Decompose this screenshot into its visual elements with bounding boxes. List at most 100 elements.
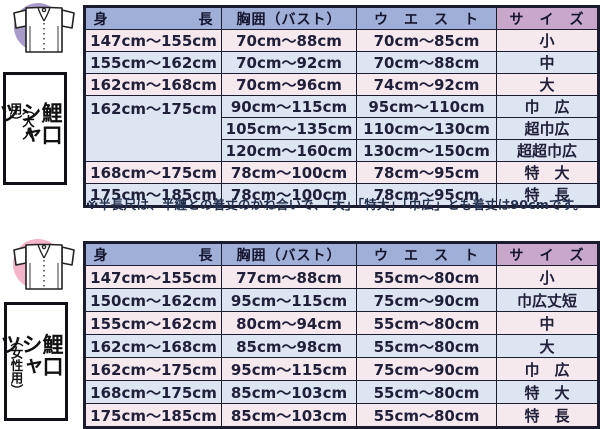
adult-subtitle: （大人用） — [7, 101, 36, 140]
footnote: ※半長尺は、半纏との着丈のかね合いで、「大」「特大」「巾広」とも着丈は90cmで… — [86, 197, 586, 212]
shirt-collar-right — [43, 244, 51, 259]
waist-header: ウ エ ス ト — [356, 242, 497, 266]
waist-cell: 130cm～150cm — [356, 139, 497, 162]
waist-cell: 70cm～88cm — [356, 51, 497, 74]
women-subtitle: （女性用） — [8, 333, 24, 396]
bust-cell: 70cm～92cm — [221, 51, 357, 74]
size-cell: 大 — [496, 73, 599, 96]
shirt-collar-right — [43, 7, 51, 22]
waist-cell: 55cm～80cm — [356, 265, 497, 289]
bust-cell: 85cm～103cm — [221, 380, 357, 404]
shirt-side-seams — [29, 26, 59, 52]
women-size-table: 身 長 胸囲（バスト） ウ エ ス ト サ イ ズ 147cm～155cm 77… — [83, 241, 600, 429]
waist-cell: 75cm～90cm — [356, 357, 497, 381]
table-row: 120cm～160cm 130cm～150cm 超超巾広 — [85, 139, 599, 162]
size-cell: 超巾広 — [496, 117, 599, 140]
size-cell: 巾広丈短 — [496, 288, 599, 312]
height-cell: 168cm～175cm — [84, 380, 222, 404]
waist-cell: 55cm～80cm — [356, 311, 497, 335]
bust-cell: 90cm～115cm — [221, 95, 357, 118]
height-cell: 175cm～185cm — [84, 403, 222, 428]
height-cell: 168cm～175cm — [84, 161, 222, 184]
table-row: 168cm～175cm 85cm～103cm 55cm～80cm 特 大 — [84, 380, 599, 404]
height-cell-merged: 162cm～175cm — [84, 95, 222, 162]
bust-cell: 95cm～115cm — [221, 288, 357, 312]
waist-cell: 70cm～85cm — [356, 29, 497, 52]
height-header: 身 長 — [84, 6, 222, 30]
size-cell: 巾 広 — [496, 357, 599, 381]
waist-cell: 74cm～92cm — [356, 73, 497, 96]
bust-cell: 78cm～100cm — [221, 161, 357, 184]
waist-cell: 55cm～80cm — [356, 380, 497, 404]
size-cell: 巾 広 — [496, 95, 599, 118]
table-row: 147cm～155cm 70cm～88cm 70cm～85cm 小 — [84, 29, 599, 52]
shirt-collar-left — [37, 244, 45, 259]
shirt-loop-button — [41, 244, 47, 250]
size-cell: 超超巾広 — [496, 139, 599, 162]
size-header: サ イ ズ — [496, 6, 599, 30]
shirt-side-seams — [29, 263, 59, 289]
height-header: 身 長 — [84, 242, 222, 266]
women-header-row: 身 長 胸囲（バスト） ウ エ ス ト サ イ ズ — [84, 242, 599, 266]
adult-title: 鯉口シャツ — [0, 101, 63, 146]
shirt-left-sleeve — [13, 246, 27, 266]
size-cell: 小 — [496, 265, 599, 289]
height-cell: 155cm～162cm — [84, 51, 222, 74]
height-cell: 162cm～168cm — [84, 334, 222, 358]
size-cell: 特 大 — [496, 161, 599, 184]
table-row: 162cm～168cm 70cm～96cm 74cm～92cm 大 — [84, 73, 599, 96]
table-row: 147cm～155cm 77cm～88cm 55cm～80cm 小 — [84, 265, 599, 289]
bust-cell: 120cm～160cm — [221, 139, 357, 162]
table-row: 175cm～185cm 78cm～100cm 78cm～95cm 特 長 — [84, 183, 599, 207]
table-row: 168cm～175cm 78cm～100cm 78cm～95cm 特 大 — [84, 161, 599, 184]
shirt-right-sleeve — [61, 9, 75, 29]
bust-header: 胸囲（バスト） — [221, 6, 357, 30]
height-cell: 150cm～162cm — [84, 288, 222, 312]
waist-cell: 75cm～90cm — [356, 288, 497, 312]
waist-cell: 55cm～80cm — [356, 334, 497, 358]
height-cell: 162cm～168cm — [84, 73, 222, 96]
koikuchi-shirt-icon — [13, 3, 75, 53]
table-row: 155cm～162cm 80cm～94cm 55cm～80cm 中 — [84, 311, 599, 335]
table-row: 155cm～162cm 70cm～92cm 70cm～88cm 中 — [84, 51, 599, 74]
height-cell: 162cm～175cm — [84, 357, 222, 381]
height-cell: 147cm～155cm — [84, 29, 222, 52]
waist-cell: 95cm～110cm — [356, 95, 497, 118]
size-cell: 特 大 — [496, 380, 599, 404]
waist-cell: 78cm～95cm — [356, 183, 497, 207]
bust-cell: 77cm～88cm — [221, 265, 357, 289]
size-cell: 特 長 — [496, 183, 599, 207]
bust-header: 胸囲（バスト） — [221, 242, 357, 266]
size-header: サ イ ズ — [496, 242, 599, 266]
bust-cell: 70cm～88cm — [221, 29, 357, 52]
table-row: 105cm～135cm 110cm～130cm 超巾広 — [85, 117, 599, 140]
height-cell: 147cm～155cm — [84, 265, 222, 289]
bust-cell: 85cm～103cm — [221, 403, 357, 428]
shirt-loop-button — [41, 7, 47, 13]
table-row: 162cm～175cm 95cm～115cm 75cm～90cm 巾 広 — [84, 357, 599, 381]
shirt-collar-left — [37, 7, 45, 22]
koikuchi-shirt-icon — [13, 239, 75, 290]
table-row: 162cm～175cm 90cm～115cm 95cm～110cm 巾 広 — [84, 95, 599, 162]
bust-cell: 95cm～115cm — [221, 357, 357, 381]
waist-cell: 110cm～130cm — [356, 117, 497, 140]
height-cell: 175cm～185cm — [84, 183, 222, 207]
bust-cell: 70cm～96cm — [221, 73, 357, 96]
adult-size-table: 身 長 胸囲（バスト） ウ エ ス ト サ イ ズ 147cm～155cm 70… — [83, 5, 600, 208]
table-row: 162cm～168cm 85cm～98cm 55cm～80cm 大 — [84, 334, 599, 358]
women-title: 鯉口シャツ — [0, 333, 64, 378]
adult-section-label: 鯉口シャツ （大人用） — [0, 72, 67, 185]
bust-cell: 80cm～94cm — [221, 311, 357, 335]
waist-cell: 78cm～95cm — [356, 161, 497, 184]
shirt-body — [25, 243, 63, 290]
size-cell: 中 — [496, 311, 599, 335]
size-cell: 特 長 — [496, 403, 599, 428]
bust-cell: 78cm～100cm — [221, 183, 357, 207]
shirt-body — [25, 6, 63, 53]
bust-cell: 105cm～135cm — [221, 117, 357, 140]
shirt-left-sleeve — [13, 9, 27, 29]
height-cell: 155cm～162cm — [84, 311, 222, 335]
table-row: 175cm～185cm 85cm～103cm 55cm～80cm 特 長 — [84, 403, 599, 428]
waist-header: ウ エ ス ト — [356, 6, 497, 30]
